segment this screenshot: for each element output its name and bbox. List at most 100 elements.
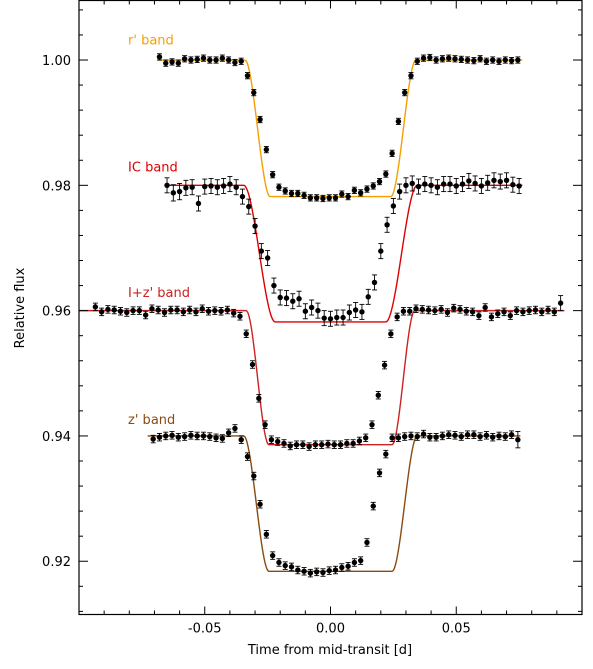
data-point: [244, 453, 251, 460]
data-point: [200, 433, 207, 439]
data-point: [207, 433, 213, 440]
data-point: [214, 184, 221, 190]
data-point: [340, 314, 346, 321]
series-label: I+z' band: [128, 286, 190, 301]
data-point: [495, 311, 501, 317]
data-point: [200, 55, 207, 61]
y-axis-label: Relative flux: [13, 267, 28, 348]
series-label: r' band: [128, 33, 174, 48]
data-point: [520, 309, 526, 315]
data-point: [282, 188, 288, 194]
data-point: [219, 55, 226, 61]
data-point: [337, 442, 344, 448]
data-point: [332, 567, 339, 573]
data-point: [281, 440, 287, 447]
data-point: [301, 192, 307, 199]
data-point: [169, 432, 175, 439]
data-point: [202, 183, 208, 190]
data-point: [163, 433, 169, 439]
data-point: [414, 433, 420, 440]
data-point: [371, 279, 378, 286]
data-point: [515, 436, 521, 443]
data-point: [282, 562, 288, 569]
data-point: [130, 307, 136, 314]
data-point: [183, 185, 189, 191]
data-point: [174, 307, 180, 313]
data-point: [276, 184, 282, 190]
data-point: [359, 309, 365, 315]
data-point: [251, 89, 257, 96]
data-point: [457, 306, 463, 313]
data-point: [503, 177, 510, 184]
data-point: [483, 432, 490, 439]
data-point: [276, 559, 282, 566]
data-point: [219, 435, 226, 442]
data-point: [501, 309, 507, 315]
data-point: [453, 183, 459, 189]
data-point: [446, 55, 452, 61]
data-point: [364, 539, 370, 546]
data-point: [446, 431, 452, 438]
data-point: [395, 118, 402, 125]
data-point: [186, 307, 193, 313]
data-point: [199, 306, 205, 312]
data-point: [239, 193, 246, 200]
data-point: [471, 431, 477, 438]
data-point: [339, 191, 345, 197]
y-tick-label: 0.94: [42, 430, 71, 445]
data-point: [433, 57, 439, 63]
data-point: [92, 304, 99, 310]
data-point: [409, 180, 415, 187]
data-point: [419, 306, 425, 313]
data-point: [181, 56, 188, 62]
data-point: [496, 58, 502, 64]
data-point: [369, 421, 375, 428]
data-point: [295, 567, 301, 573]
data-point: [334, 314, 340, 321]
data-point: [447, 181, 453, 187]
data-point: [488, 314, 495, 320]
data-point: [438, 306, 444, 313]
data-point: [238, 436, 244, 443]
data-point: [389, 435, 395, 441]
data-point: [313, 569, 320, 575]
data-point: [490, 57, 496, 63]
data-point: [346, 309, 353, 316]
data-point: [477, 56, 483, 62]
data-point: [313, 195, 320, 201]
data-point: [175, 434, 182, 440]
data-point: [188, 432, 194, 439]
data-point: [352, 307, 359, 313]
data-point: [515, 57, 521, 63]
data-point: [344, 440, 350, 447]
data-point: [388, 331, 394, 337]
data-point: [376, 470, 383, 476]
data-point: [325, 441, 331, 447]
data-point: [218, 308, 224, 314]
x-axis-label: Time from mid-transit [d]: [247, 643, 412, 658]
data-point: [176, 188, 183, 195]
chart-marks: r' band IC band I+z' band z' band: [79, 33, 565, 578]
data-point: [227, 181, 233, 187]
data-point: [274, 438, 281, 445]
data-point: [413, 306, 419, 312]
data-point: [458, 56, 464, 63]
data-point: [258, 248, 265, 254]
data-point: [288, 190, 295, 197]
data-point: [269, 171, 276, 178]
data-point: [271, 282, 277, 289]
data-point: [400, 308, 407, 314]
data-point: [331, 442, 337, 448]
series-0: r' band: [128, 33, 523, 203]
data-point: [452, 56, 458, 62]
data-point: [233, 184, 239, 190]
data-point: [496, 433, 502, 439]
data-point: [193, 309, 199, 315]
data-point: [188, 57, 194, 63]
data-point: [277, 294, 283, 301]
data-point: [427, 54, 433, 61]
data-point: [296, 296, 302, 302]
data-point: [318, 442, 325, 448]
data-point: [351, 187, 358, 194]
